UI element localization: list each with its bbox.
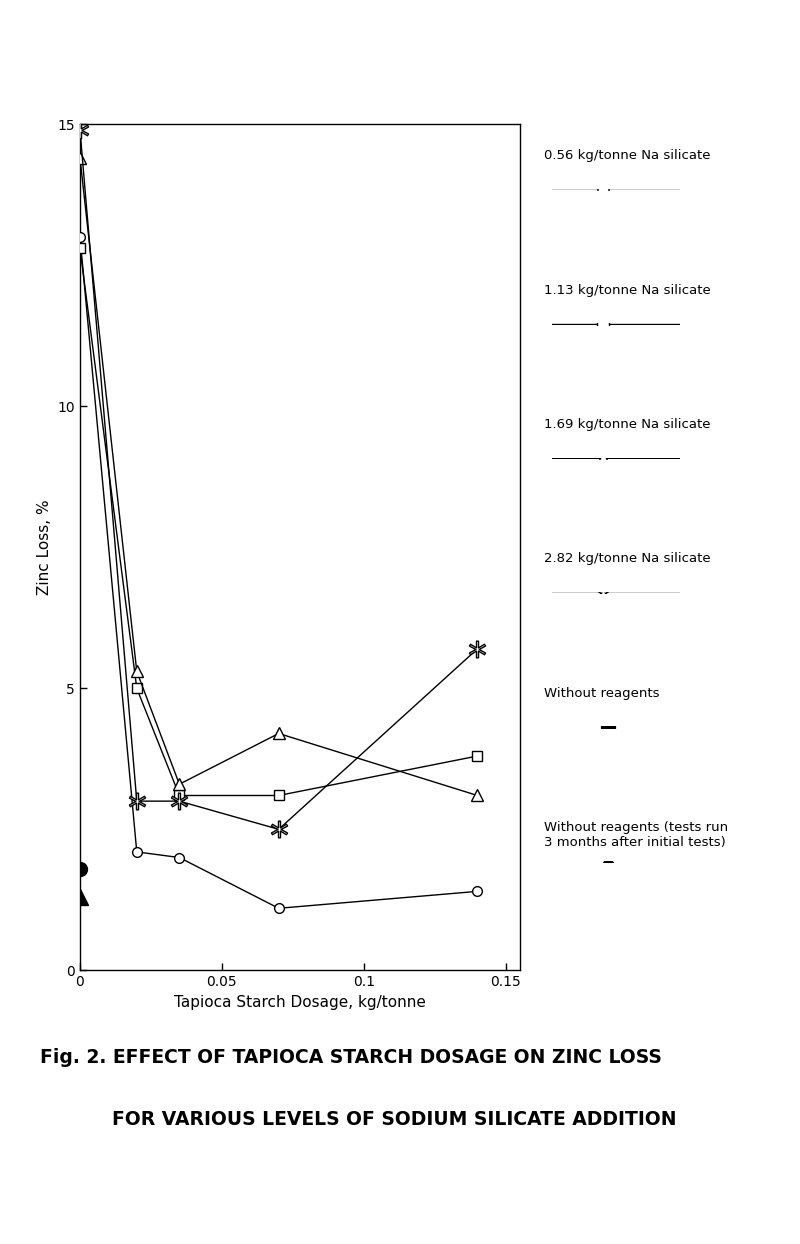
Text: Without reagents: Without reagents <box>544 687 659 699</box>
Text: FOR VARIOUS LEVELS OF SODIUM SILICATE ADDITION: FOR VARIOUS LEVELS OF SODIUM SILICATE AD… <box>112 1110 677 1130</box>
Text: Fig. 2. EFFECT OF TAPIOCA STARCH DOSAGE ON ZINC LOSS: Fig. 2. EFFECT OF TAPIOCA STARCH DOSAGE … <box>40 1047 662 1067</box>
Text: 1.69 kg/tonne Na silicate: 1.69 kg/tonne Na silicate <box>544 418 710 430</box>
Y-axis label: Zinc Loss, %: Zinc Loss, % <box>37 500 52 595</box>
Text: 0.56 kg/tonne Na silicate: 0.56 kg/tonne Na silicate <box>544 149 710 162</box>
Text: Without reagents (tests run
3 months after initial tests): Without reagents (tests run 3 months aft… <box>544 821 728 850</box>
Text: 2.82 kg/tonne Na silicate: 2.82 kg/tonne Na silicate <box>544 552 710 565</box>
X-axis label: Tapioca Starch Dosage, kg/tonne: Tapioca Starch Dosage, kg/tonne <box>174 995 426 1010</box>
Text: 1.13 kg/tonne Na silicate: 1.13 kg/tonne Na silicate <box>544 284 710 296</box>
